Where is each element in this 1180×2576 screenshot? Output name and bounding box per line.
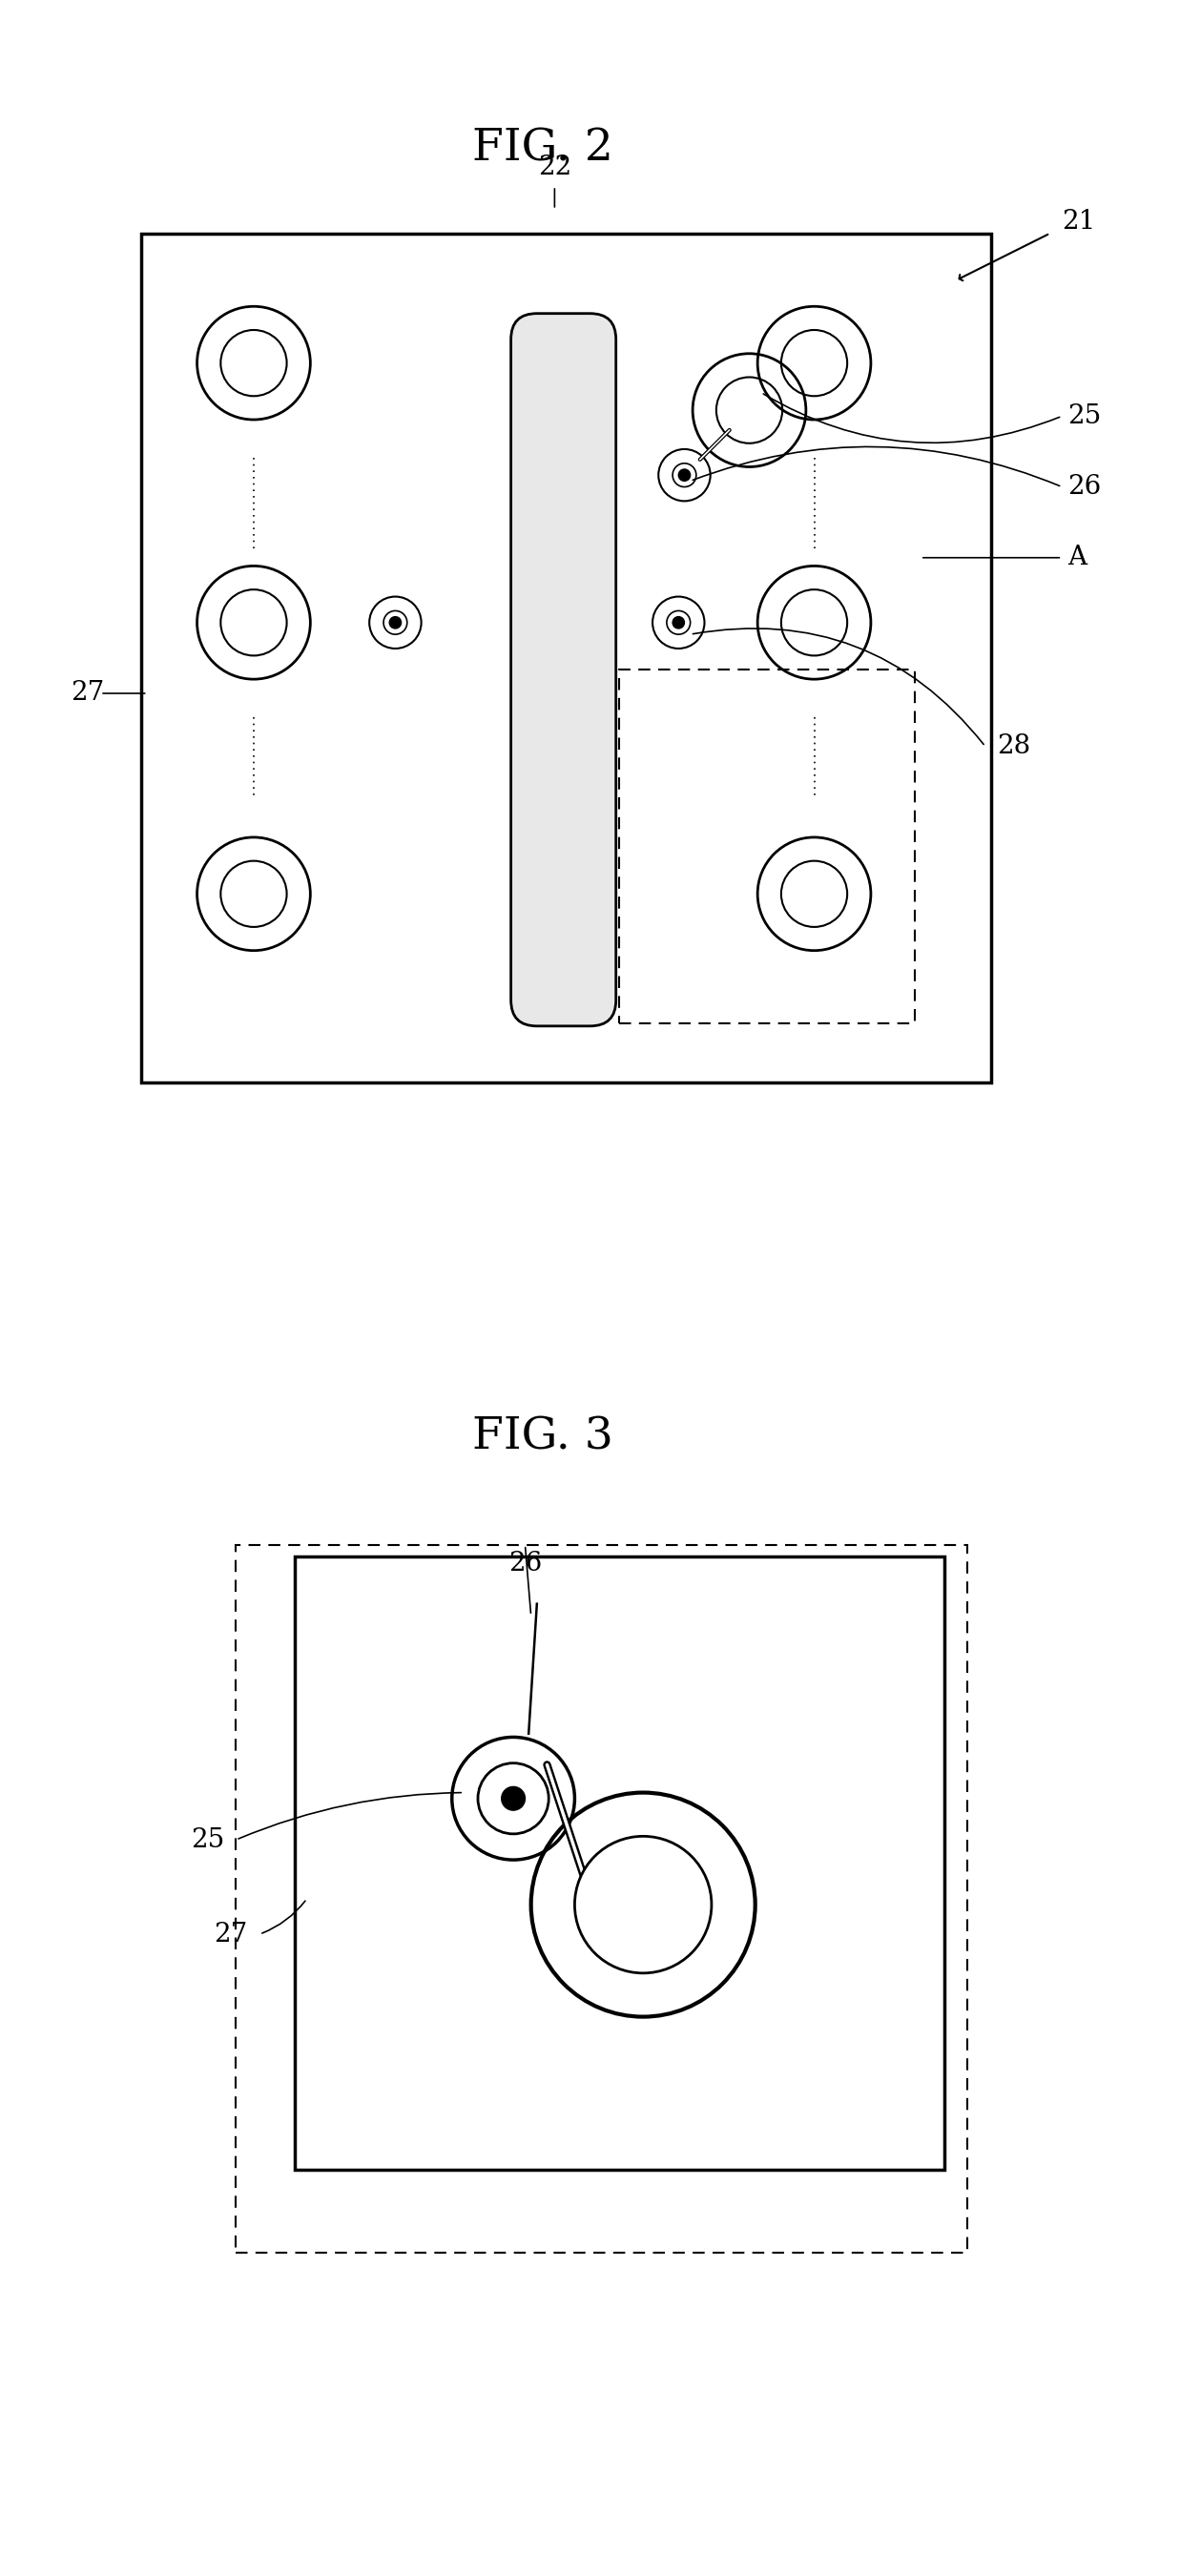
Text: FIG. 2: FIG. 2 [472,126,614,170]
Circle shape [575,1837,712,1973]
FancyBboxPatch shape [511,314,616,1025]
Text: 26: 26 [509,1551,542,1577]
Circle shape [502,1788,525,1811]
Text: 21: 21 [1062,209,1096,234]
Text: 27: 27 [214,1922,248,1947]
Bar [236,1546,968,2251]
Text: 25: 25 [1068,404,1101,430]
Circle shape [389,616,401,629]
Bar [295,1556,944,2169]
Text: 27: 27 [71,680,105,706]
Circle shape [673,616,684,629]
Bar [142,234,991,1082]
Text: 22: 22 [538,155,571,180]
Text: 25: 25 [191,1826,224,1852]
Circle shape [678,469,690,482]
Text: A: A [1068,544,1087,569]
Bar [620,670,915,1023]
Circle shape [478,1762,549,1834]
Text: 28: 28 [997,734,1030,760]
Text: 26: 26 [1068,474,1101,500]
Text: FIG. 3: FIG. 3 [472,1414,614,1458]
